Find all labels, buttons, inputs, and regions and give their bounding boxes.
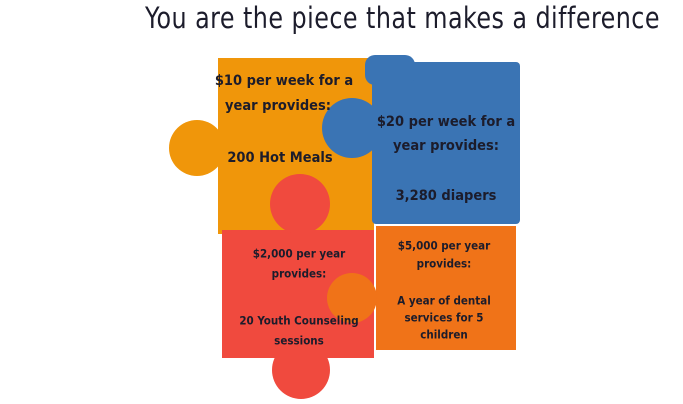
title: You are the piece that makes a differenc… (144, 1, 660, 35)
piece-heading: year provides: (225, 98, 331, 114)
piece-heading: provides: (272, 267, 327, 281)
piece-heading: provides: (417, 257, 472, 271)
piece-result: 20 Youth Counseling (239, 314, 358, 328)
piece-result: 200 Hot Meals (227, 150, 333, 166)
piece-heading: $5,000 per year (398, 239, 491, 253)
piece-result: A year of dental (397, 294, 491, 308)
puzzle-piece-orange (327, 226, 516, 350)
piece-heading: $10 per week for a (215, 73, 353, 89)
piece-heading: $2,000 per year (253, 247, 346, 261)
piece-result: sessions (274, 334, 324, 348)
puzzle-piece-blue (322, 55, 520, 224)
piece-heading: $20 per week for a (377, 114, 515, 130)
piece-result: children (420, 328, 467, 342)
piece-heading: year provides: (393, 138, 499, 154)
piece-result: services for 5 (405, 311, 484, 325)
piece-result: 3,280 diapers (396, 188, 497, 204)
